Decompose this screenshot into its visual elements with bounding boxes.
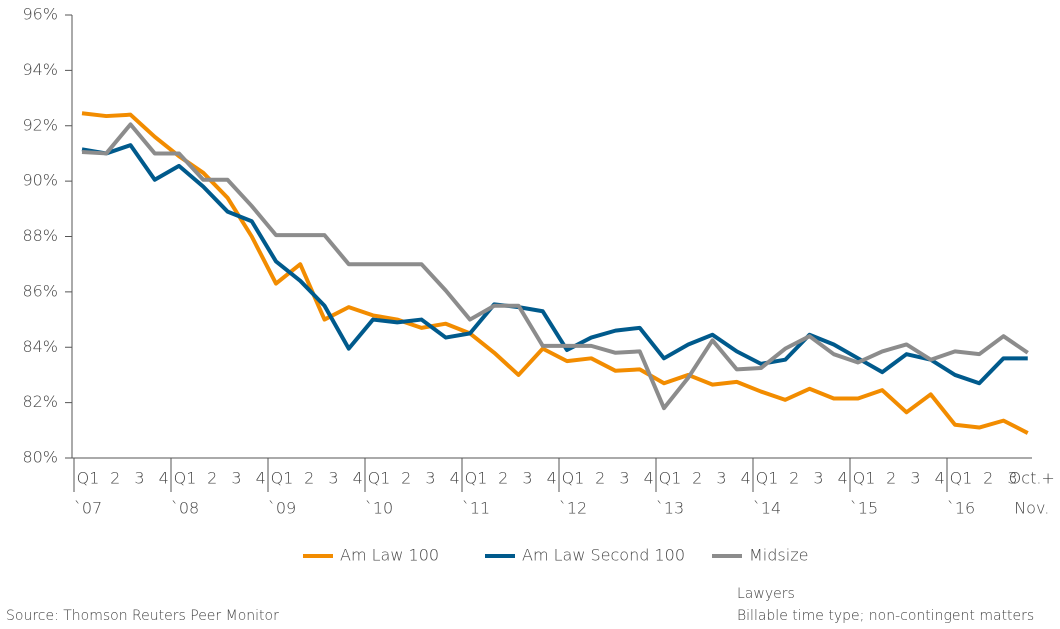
series-line (81, 111, 1029, 435)
x-tick-label: Oct.+ (1009, 469, 1055, 488)
x-tick-label: 4 (256, 469, 266, 488)
note: Billable time type; non-contingent matte… (737, 608, 1034, 624)
x-tick-label: 3 (813, 469, 823, 488)
x-tick-label: 4 (741, 469, 751, 488)
x-tick-label: Q1 (756, 469, 779, 488)
x-tick-label: 4 (935, 469, 945, 488)
x-tick-label: 3 (1007, 469, 1017, 488)
x-tick-label: Q1 (950, 469, 973, 488)
y-tick-label: 86% (22, 281, 58, 300)
x-tick-label: 3 (231, 469, 241, 488)
year-label: `12 (559, 499, 587, 518)
x-tick-label: Q1 (465, 469, 488, 488)
x-tick-label: Q1 (77, 469, 100, 488)
x-tick-label: 3 (910, 469, 920, 488)
x-tick-label: Q1 (368, 469, 391, 488)
x-tick-label: 3 (328, 469, 338, 488)
year-label: `08 (171, 499, 199, 518)
x-tick-label: 4 (450, 469, 460, 488)
note: Lawyers (737, 586, 795, 602)
y-tick-label: 92% (22, 115, 58, 134)
x-tick-label: Q1 (562, 469, 585, 488)
x-tick-label: 3 (716, 469, 726, 488)
x-tick-label: 2 (789, 469, 799, 488)
x-tick-label: 3 (522, 469, 532, 488)
x-tick-label: 4 (644, 469, 654, 488)
legend-label: Midsize (749, 546, 808, 565)
year-label: `13 (656, 499, 684, 518)
legend-label: Am Law 100 (340, 546, 439, 565)
year-label: `07 (74, 499, 102, 518)
x-tick-label: 2 (401, 469, 411, 488)
year-label: `11 (462, 499, 490, 518)
x-tick-label: 3 (619, 469, 629, 488)
x-tick-label: 2 (207, 469, 217, 488)
series-line (81, 122, 1029, 411)
x-tick-label: 4 (838, 469, 848, 488)
x-tick-label: 4 (159, 469, 169, 488)
y-tick-label: 90% (22, 171, 58, 190)
x-tick-label: 2 (886, 469, 896, 488)
series-line (81, 143, 1028, 386)
y-tick-label: 84% (22, 337, 58, 356)
source: Source: Thomson Reuters Peer Monitor (6, 608, 279, 624)
x-tick-label: 2 (304, 469, 314, 488)
year-label: `09 (268, 499, 296, 518)
y-tick-label: 88% (22, 226, 58, 245)
x-tick-label: Q1 (271, 469, 294, 488)
x-tick-label: 2 (983, 469, 993, 488)
x-tick-label: 4 (353, 469, 363, 488)
y-tick-label: 96% (22, 5, 58, 24)
x-tick-label: Q1 (853, 469, 876, 488)
year-label: `14 (753, 499, 781, 518)
x-tick-label: Q1 (659, 469, 682, 488)
x-tick-label: 2 (110, 469, 120, 488)
x-tick-label: 4 (547, 469, 557, 488)
year-label: `10 (365, 499, 393, 518)
x-tick-label: 2 (595, 469, 605, 488)
x-tick-label: 2 (498, 469, 508, 488)
y-tick-label: 82% (22, 392, 58, 411)
year-label: Nov. (1014, 499, 1049, 518)
x-tick-label: Q1 (174, 469, 197, 488)
x-tick-label: 3 (425, 469, 435, 488)
year-label: `16 (947, 499, 975, 518)
x-tick-label: 2 (692, 469, 702, 488)
y-tick-label: 80% (22, 448, 58, 467)
legend-label: Am Law Second 100 (522, 546, 685, 565)
y-tick-label: 94% (22, 60, 58, 79)
year-label: `15 (850, 499, 878, 518)
x-tick-label: 3 (134, 469, 144, 488)
